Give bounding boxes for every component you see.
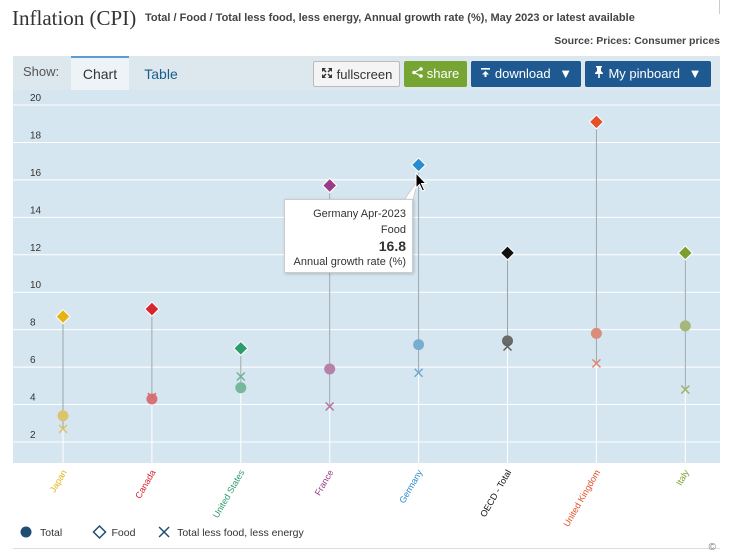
download-button[interactable]: download ▼ xyxy=(471,61,581,87)
tab-table[interactable]: Table xyxy=(144,66,178,82)
x-tick-label: France xyxy=(313,468,336,497)
plot-area xyxy=(13,90,720,463)
marker-x-canada xyxy=(147,392,157,402)
tooltip: Germany Apr-2023 Food 16.8 Annual growth… xyxy=(284,199,413,273)
share-button[interactable]: share xyxy=(404,61,467,87)
marker-x-germany xyxy=(414,368,424,378)
marker-x-italy xyxy=(680,385,690,395)
pinboard-label: My pinboard xyxy=(608,66,681,81)
legend-entry[interactable]: Total xyxy=(40,527,62,539)
marker-circle-france xyxy=(324,363,336,375)
y-tick-label: 20 xyxy=(30,93,42,104)
fullscreen-button[interactable]: fullscreen xyxy=(313,61,400,87)
y-tick-label: 12 xyxy=(30,243,42,254)
share-label: share xyxy=(426,66,460,81)
y-tick-label: 14 xyxy=(30,205,42,216)
marker-circle-oecd-total xyxy=(502,335,513,347)
marker-diamond-italy xyxy=(677,245,694,261)
x-tick-label: Canada xyxy=(133,468,157,500)
y-tick-label: 4 xyxy=(30,393,36,404)
tooltip-measure: Annual growth rate (%) xyxy=(293,256,407,268)
y-tick-label: 10 xyxy=(30,280,42,291)
marker-diamond-japan xyxy=(55,308,71,325)
marker-circle-germany xyxy=(413,339,425,351)
marker-x-united-kingdom xyxy=(591,358,601,368)
divider xyxy=(13,548,720,549)
marker-circle-italy xyxy=(679,320,691,332)
fullscreen-label: fullscreen xyxy=(336,67,393,82)
x-tick-label: Germany xyxy=(397,468,424,505)
marker-diamond-oecd-total xyxy=(499,245,516,261)
legend-circle-icon xyxy=(20,526,32,538)
legend-entry[interactable]: Food xyxy=(112,527,136,539)
tooltip-title: Germany Apr-2023 xyxy=(313,208,406,220)
chart-subtitle: Total / Food / Total less food, less ene… xyxy=(145,12,635,24)
marker-diamond-canada xyxy=(144,301,160,317)
x-tick-label: Japan xyxy=(48,468,69,494)
marker-diamond-france xyxy=(321,177,338,194)
x-tick-label: United States xyxy=(211,468,247,520)
source-note[interactable]: Source: Prices: Consumer prices xyxy=(554,35,720,47)
cursor-icon xyxy=(415,171,428,192)
marker-diamond-united-states xyxy=(233,340,249,357)
marker-x-united-states xyxy=(236,371,246,382)
marker-diamond-united-kingdom xyxy=(588,114,605,130)
x-tick-label: Italy xyxy=(674,468,691,488)
tooltip-value: 16.8 xyxy=(378,238,406,254)
marker-x-japan xyxy=(58,424,68,434)
tab-chart[interactable]: Chart xyxy=(71,56,129,92)
legend-diamond-icon xyxy=(92,524,107,540)
caret-down-icon: ▼ xyxy=(559,66,573,81)
toolbar: Show: Chart Table fullscreen share downl… xyxy=(13,56,720,92)
copyright: © xyxy=(708,542,716,553)
x-tick-label: United Kingdom xyxy=(561,468,602,528)
divider xyxy=(719,0,720,14)
y-tick-label: 2 xyxy=(30,430,36,441)
marker-circle-japan xyxy=(57,410,69,422)
page-title: Inflation (CPI) xyxy=(12,6,137,30)
download-label: download xyxy=(494,66,551,81)
marker-circle-united-kingdom xyxy=(590,327,602,339)
legend-entry[interactable]: Total less food, less energy xyxy=(177,527,304,539)
y-tick-label: 6 xyxy=(30,355,36,366)
tooltip-series: Food xyxy=(380,224,406,236)
download-icon xyxy=(480,61,491,87)
pinboard-button[interactable]: My pinboard ▼ xyxy=(585,61,711,87)
y-tick-label: 8 xyxy=(30,318,36,329)
y-tick-label: 18 xyxy=(30,130,42,141)
marker-x-france xyxy=(325,401,335,411)
marker-circle-canada xyxy=(146,393,158,405)
legend-x-icon xyxy=(158,526,170,538)
expand-icon xyxy=(321,62,333,88)
marker-x-oecd-total xyxy=(502,341,513,352)
caret-down-icon: ▼ xyxy=(688,66,702,81)
marker-circle-united-states xyxy=(235,382,247,394)
pin-icon xyxy=(594,61,604,87)
y-tick-label: 16 xyxy=(30,168,42,179)
x-tick-label: OECD - Total xyxy=(478,468,513,519)
share-icon xyxy=(411,61,423,87)
marker-diamond-germany xyxy=(410,157,427,173)
show-label: Show: xyxy=(23,64,60,79)
